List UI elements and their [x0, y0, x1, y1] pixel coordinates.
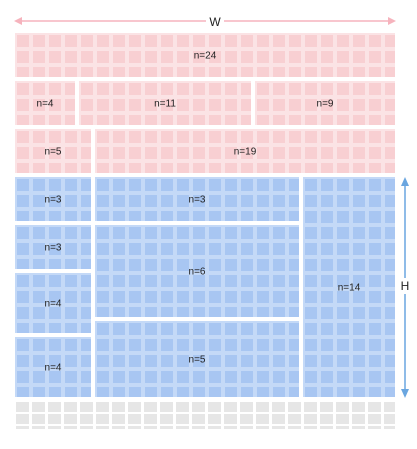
treemap-block-11: n=3	[95, 177, 299, 221]
treemap-block-label: n=3	[189, 195, 206, 206]
treemap-block-label: n=14	[338, 283, 361, 294]
width-label: W	[209, 15, 221, 29]
height-label: H	[401, 279, 410, 293]
treemap-block-cell	[95, 321, 299, 397]
height-arrow-top-head	[401, 177, 409, 186]
width-dimension: W	[14, 12, 396, 29]
treemap-block-cell	[15, 177, 91, 221]
treemap-block-label: n=4	[37, 99, 54, 110]
treemap-block-14: n=14	[303, 177, 395, 397]
treemap-block-label: n=3	[45, 195, 62, 206]
treemap-block-cell	[95, 129, 395, 173]
width-arrow-right-head	[388, 17, 396, 25]
treemap-block-cell	[255, 81, 395, 125]
treemap-block-4: n=9	[255, 81, 395, 125]
treemap-block-cell	[15, 129, 91, 173]
treemap-block-10: n=4	[15, 337, 91, 397]
treemap-block-3: n=11	[79, 81, 251, 125]
treemap-block-8: n=3	[15, 225, 91, 269]
treemap-block-6: n=19	[95, 129, 395, 173]
treemap-block-cell	[15, 337, 91, 397]
width-arrow-left-head	[14, 17, 22, 25]
treemap-block-12: n=6	[95, 225, 299, 317]
treemap-block-label: n=6	[189, 267, 206, 278]
treemap-block-7: n=3	[15, 177, 91, 221]
treemap-block-label: n=3	[45, 243, 62, 254]
treemap-block-cell	[95, 225, 299, 317]
height-arrow-bottom-head	[401, 389, 409, 398]
height-dimension: H	[397, 177, 413, 398]
treemap-block-label: n=9	[317, 99, 334, 110]
treemap-block-cell	[303, 177, 395, 397]
treemap-block-cell	[15, 81, 75, 125]
treemap-block-1: n=24	[15, 33, 395, 77]
treemap-blocks: n=24 n=4 n=11 n=9 n=5 n=19 n=3 n=3 n=4 n=4 n=3 n=6 n…	[15, 33, 395, 397]
treemap-block-13: n=5	[95, 321, 299, 397]
treemap-block-label: n=4	[45, 299, 62, 310]
empty-grid-row	[15, 401, 395, 429]
treemap-block-cell	[79, 81, 251, 125]
treemap-block-9: n=4	[15, 273, 91, 333]
treemap-block-label: n=5	[189, 355, 206, 366]
treemap-block-2: n=4	[15, 81, 75, 125]
treemap-block-5: n=5	[15, 129, 91, 173]
treemap-block-cell	[15, 33, 395, 77]
treemap-block-cell	[15, 225, 91, 269]
treemap-block-label: n=19	[234, 147, 257, 158]
treemap-block-label: n=4	[45, 363, 62, 374]
treemap-block-cell	[95, 177, 299, 221]
treemap-block-label: n=5	[45, 147, 62, 158]
treemap-block-cell	[15, 273, 91, 333]
treemap-block-label: n=24	[194, 51, 217, 62]
treemap-block-label: n=11	[154, 99, 176, 110]
